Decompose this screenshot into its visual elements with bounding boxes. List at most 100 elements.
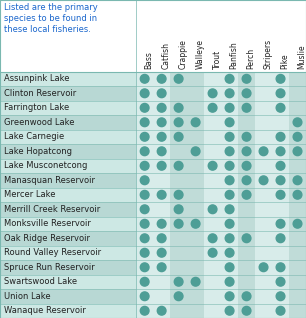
Circle shape [208,234,217,243]
Circle shape [157,162,166,170]
Circle shape [276,190,285,199]
Circle shape [276,89,285,98]
Circle shape [276,263,285,272]
Bar [0,72,136,86]
Circle shape [140,248,149,257]
Circle shape [157,132,166,141]
Circle shape [225,263,234,272]
Circle shape [276,219,285,228]
Circle shape [157,89,166,98]
Bar [272,0,289,318]
Circle shape [140,307,149,315]
Circle shape [242,147,251,156]
Text: Manasquan Reservoir: Manasquan Reservoir [4,176,95,185]
Text: Assunpink Lake: Assunpink Lake [4,74,69,83]
Text: Lake Carnegie: Lake Carnegie [4,132,64,141]
Circle shape [157,307,166,315]
Circle shape [174,118,183,127]
Circle shape [225,219,234,228]
Circle shape [225,248,234,257]
Bar [0,202,136,217]
Circle shape [276,132,285,141]
Text: Panfish: Panfish [230,41,239,69]
Bar [136,0,153,318]
Circle shape [225,147,234,156]
Bar [0,231,136,245]
Circle shape [208,248,217,257]
Circle shape [157,147,166,156]
Text: Listed are the primary
species to be found in
these local fisheries.: Listed are the primary species to be fou… [4,3,98,34]
Circle shape [157,103,166,112]
Circle shape [276,234,285,243]
Bar [0,100,136,115]
Circle shape [174,277,183,286]
Circle shape [259,263,268,272]
Bar [289,0,306,318]
Text: Crappie: Crappie [179,39,188,69]
Circle shape [293,118,302,127]
Circle shape [225,162,234,170]
Circle shape [293,176,302,185]
Circle shape [208,205,217,214]
Bar [221,0,238,318]
Text: Round Valley Reservoir: Round Valley Reservoir [4,248,101,257]
Circle shape [174,103,183,112]
Circle shape [276,176,285,185]
Circle shape [140,219,149,228]
Text: Oak Ridge Reservoir: Oak Ridge Reservoir [4,234,90,243]
Circle shape [293,190,302,199]
Bar [0,115,136,129]
Circle shape [225,205,234,214]
Circle shape [140,118,149,127]
Text: Union Lake: Union Lake [4,292,50,301]
Circle shape [140,74,149,83]
Circle shape [191,277,200,286]
Circle shape [174,190,183,199]
Circle shape [276,277,285,286]
Circle shape [242,234,251,243]
Circle shape [293,132,302,141]
Text: Muslie: Muslie [297,44,306,69]
Circle shape [140,292,149,301]
Circle shape [174,292,183,301]
Circle shape [157,234,166,243]
Text: Bass: Bass [145,51,154,69]
Circle shape [208,103,217,112]
Circle shape [225,103,234,112]
Bar [0,217,136,231]
Circle shape [174,132,183,141]
Text: Catfish: Catfish [162,42,171,69]
Bar [170,0,187,318]
Circle shape [140,234,149,243]
Circle shape [140,147,149,156]
Text: Greenwood Lake: Greenwood Lake [4,118,74,127]
Circle shape [140,89,149,98]
Bar [0,144,136,159]
Bar [0,173,136,188]
Text: Merrill Creek Reservoir: Merrill Creek Reservoir [4,205,100,214]
Circle shape [242,176,251,185]
Bar [187,0,204,318]
Circle shape [293,147,302,156]
Circle shape [157,248,166,257]
Circle shape [208,162,217,170]
Circle shape [242,132,251,141]
Circle shape [242,162,251,170]
Circle shape [259,147,268,156]
Circle shape [191,147,200,156]
Circle shape [157,263,166,272]
Circle shape [157,190,166,199]
Bar [0,86,136,100]
Circle shape [242,103,251,112]
Circle shape [140,132,149,141]
Bar [0,260,136,274]
Text: Farrington Lake: Farrington Lake [4,103,69,112]
Circle shape [140,103,149,112]
Circle shape [225,89,234,98]
Text: Lake Musconetcong: Lake Musconetcong [4,161,88,170]
Circle shape [225,277,234,286]
Circle shape [225,132,234,141]
Circle shape [140,263,149,272]
Circle shape [140,205,149,214]
Circle shape [242,190,251,199]
